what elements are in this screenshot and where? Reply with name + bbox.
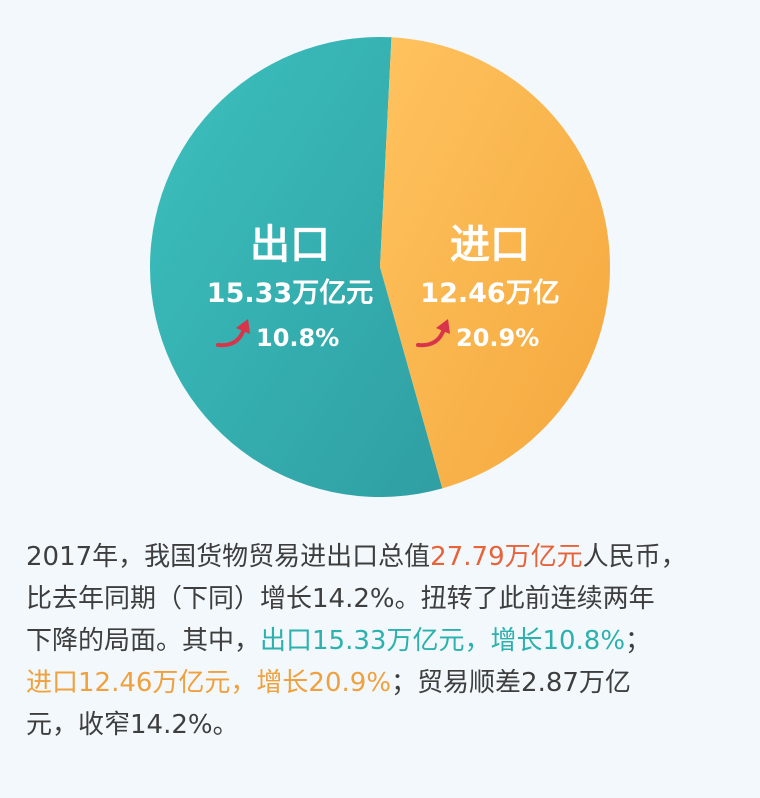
export-growth-label: 10.8% xyxy=(256,324,339,352)
import-label: 进口 xyxy=(450,222,530,268)
caption-text: ；贸易顺差2.87万亿 xyxy=(391,668,631,698)
import-value-label: 12.46万亿 xyxy=(420,278,559,309)
up-arrow-icon xyxy=(416,319,450,348)
caption: 2017年，我国货物贸易进出口总值27.79万亿元人民币， 比去年同期（下同）增… xyxy=(26,536,746,746)
caption-line-1: 2017年，我国货物贸易进出口总值27.79万亿元人民币， xyxy=(26,536,746,578)
export-label: 出口 xyxy=(250,222,330,268)
total-value-highlight: 27.79万亿元 xyxy=(430,542,583,572)
caption-text: ； xyxy=(625,626,652,656)
pie-chart: 出口 15.33万亿元 10.8% 进口 12.46万亿 20.9% xyxy=(149,37,610,497)
export-highlight: 出口15.33万亿元，增长10.8% xyxy=(260,626,626,656)
up-arrow-icon xyxy=(216,319,250,348)
caption-text: 2017年，我国货物贸易进出口总值 xyxy=(26,542,431,572)
caption-line-4: 进口12.46万亿元，增长20.9%；贸易顺差2.87万亿 xyxy=(26,662,746,704)
import-highlight: 进口12.46万亿元，增长20.9% xyxy=(26,668,392,698)
caption-text: 人民币， xyxy=(582,542,687,572)
caption-text: 下降的局面。其中， xyxy=(26,626,261,656)
caption-line-5: 元，收窄14.2%。 xyxy=(26,704,746,746)
pie-slice-export xyxy=(149,37,443,497)
pie-slice-import xyxy=(380,37,610,489)
export-value-label: 15.33万亿元 xyxy=(207,278,373,309)
caption-line-2: 比去年同期（下同）增长14.2%。扭转了此前连续两年 xyxy=(26,578,746,620)
caption-line-3: 下降的局面。其中，出口15.33万亿元，增长10.8%； xyxy=(26,620,746,662)
caption-text: 比去年同期（下同）增长14.2%。扭转了此前连续两年 xyxy=(26,584,655,614)
import-growth-label: 20.9% xyxy=(456,324,539,352)
caption-text: 元，收窄14.2%。 xyxy=(26,710,239,740)
